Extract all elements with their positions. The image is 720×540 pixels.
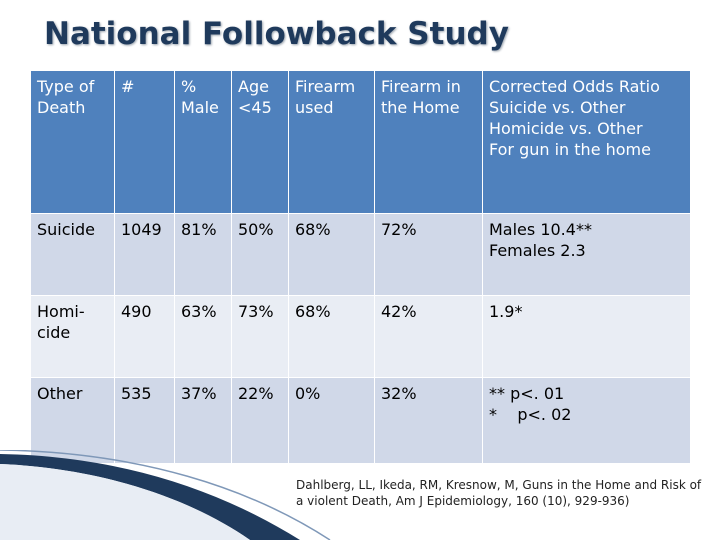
swoosh-light [0, 464, 250, 540]
citation: Dahlberg, LL, Ikeda, RM, Kresnow, M, Gun… [296, 478, 702, 508]
table-row-suicide: Suicide 1049 81% 50% 68% 72% Males 10.4*… [30, 213, 691, 296]
cell-count: 1049 [114, 213, 175, 296]
cell-count: 490 [114, 295, 175, 378]
cell-odds: Males 10.4** Females 2.3 [482, 213, 691, 296]
cell-male: 37% [174, 377, 232, 464]
cell-age: 22% [231, 377, 289, 464]
cell-p-values: ** p<. 01 * p<. 02 [482, 377, 691, 464]
cell-firearm-home: 32% [374, 377, 483, 464]
header-percent-male: % Male [174, 70, 232, 214]
cell-male: 81% [174, 213, 232, 296]
table-row-homicide: Homi- cide 490 63% 73% 68% 42% 1.9* [30, 295, 691, 378]
header-odds-ratio: Corrected Odds Ratio Suicide vs. Other H… [482, 70, 691, 214]
cell-firearm-home: 42% [374, 295, 483, 378]
cell-firearm-home: 72% [374, 213, 483, 296]
cell-age: 50% [231, 213, 289, 296]
header-count: # [114, 70, 175, 214]
cell-firearm-used: 68% [288, 213, 375, 296]
cell-age: 73% [231, 295, 289, 378]
cell-type: Other [30, 377, 115, 464]
table-row-other: Other 535 37% 22% 0% 32% ** p<. 01 * p<.… [30, 377, 691, 464]
header-type-of-death: Type of Death [30, 70, 115, 214]
table-header-row: Type of Death # % Male Age <45 Firearm u… [30, 70, 691, 214]
cell-type: Homi- cide [30, 295, 115, 378]
cell-type: Suicide [30, 213, 115, 296]
cell-firearm-used: 68% [288, 295, 375, 378]
cell-count: 535 [114, 377, 175, 464]
header-firearm-in-home: Firearm in the Home [374, 70, 483, 214]
cell-male: 63% [174, 295, 232, 378]
header-firearm-used: Firearm used [288, 70, 375, 214]
slide-title: National Followback Study [44, 16, 509, 52]
cell-odds: 1.9* [482, 295, 691, 378]
cell-firearm-used: 0% [288, 377, 375, 464]
swoosh-dark [0, 454, 300, 540]
header-age-under-45: Age <45 [231, 70, 289, 214]
study-table: Type of Death # % Male Age <45 Firearm u… [30, 70, 691, 464]
